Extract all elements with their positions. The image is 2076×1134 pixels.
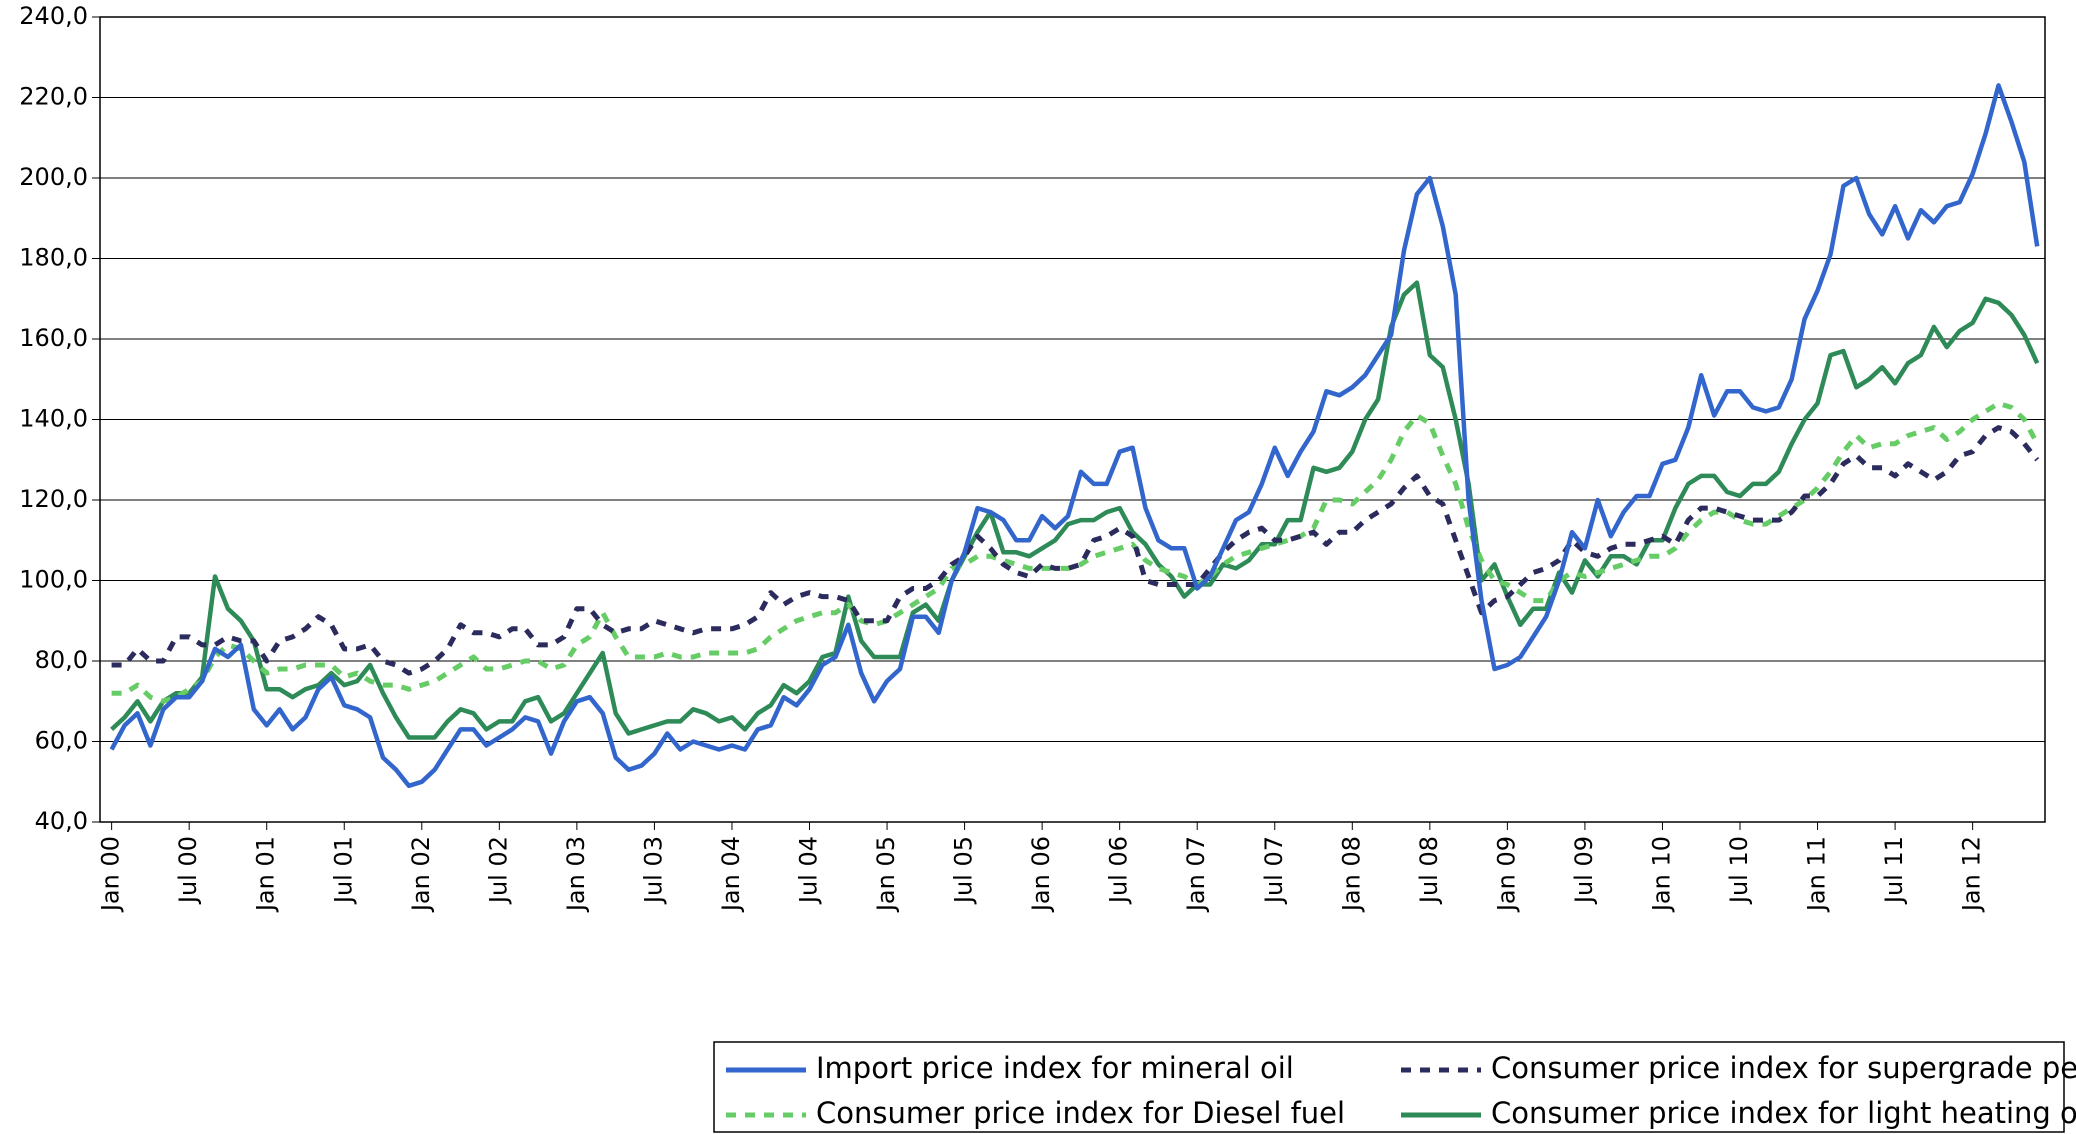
x-tick-label: Jan 12: [1958, 836, 1986, 913]
x-tick-label: Jul 04: [795, 836, 823, 905]
x-tick-label: Jul 00: [174, 836, 202, 905]
legend-label: Import price index for mineral oil: [816, 1051, 1294, 1085]
legend-label: Consumer price index for light heating o…: [1491, 1096, 2076, 1130]
x-tick-label: Jan 07: [1182, 836, 1210, 913]
x-tick-label: Jul 10: [1725, 836, 1753, 905]
x-tick-label: Jul 08: [1415, 836, 1443, 905]
x-tick-label: Jan 10: [1647, 836, 1675, 913]
x-tick-label: Jul 06: [1105, 836, 1133, 905]
x-tick-label: Jan 01: [252, 836, 280, 913]
x-tick-label: Jul 09: [1570, 836, 1598, 905]
x-tick-label: Jan 02: [407, 836, 435, 913]
y-tick-label: 60,0: [35, 727, 88, 755]
legend: Import price index for mineral oil Consum…: [726, 1051, 2076, 1130]
y-tick-label: 160,0: [19, 324, 88, 352]
x-tick-label: Jan 11: [1803, 836, 1831, 913]
y-tick-label: 100,0: [19, 566, 88, 594]
x-tick-label: Jan 06: [1027, 836, 1055, 913]
x-tick-label: Jul 05: [950, 836, 978, 905]
y-tick-label: 40,0: [35, 807, 88, 835]
y-tick-label: 240,0: [19, 2, 88, 30]
y-tick-label: 80,0: [35, 646, 88, 674]
x-tick-label: Jan 03: [562, 836, 590, 913]
x-tick-label: Jul 01: [329, 836, 357, 905]
legend-label: Consumer price index for supergrade petr…: [1491, 1051, 2076, 1085]
series-line: [109, 83, 2040, 789]
legend-label: Consumer price index for Diesel fuel: [816, 1096, 1345, 1130]
legend-box: [713, 1041, 2065, 1133]
x-tick-label: Jul 03: [639, 836, 667, 905]
x-tick-label: Jan 05: [872, 836, 900, 913]
x-tick-label: Jan 04: [717, 836, 745, 913]
x-tick-label: Jul 11: [1880, 836, 1908, 905]
x-tick-label: Jan 00: [97, 836, 125, 913]
y-tick-label: 200,0: [19, 163, 88, 191]
y-tick-label: 120,0: [19, 485, 88, 513]
x-tick-label: Jan 09: [1492, 836, 1520, 913]
series-line: [111, 425, 2040, 676]
series-line: [110, 280, 2040, 740]
y-tick-label: 180,0: [19, 244, 88, 272]
y-tick-label: 220,0: [19, 83, 88, 111]
x-tick-label: Jul 07: [1260, 836, 1288, 905]
x-tick-label: Jan 08: [1337, 836, 1365, 913]
y-tick-label: 140,0: [19, 405, 88, 433]
series-line: [111, 400, 2040, 704]
x-tick-label: Jul 02: [484, 836, 512, 905]
